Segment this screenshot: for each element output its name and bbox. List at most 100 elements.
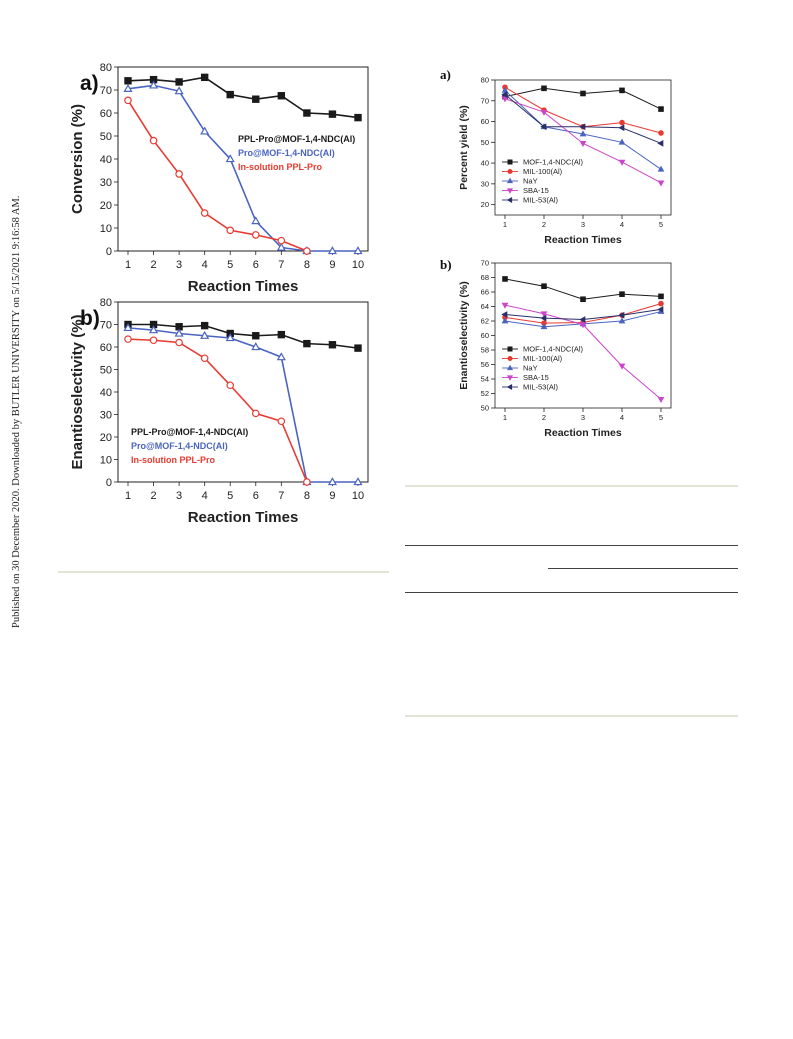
x-tick-label: 2 — [150, 259, 156, 271]
x-tick-label: 1 — [125, 490, 131, 502]
legend-entry: MOF-1,4-NDC(Al) — [523, 345, 583, 354]
data-point — [658, 293, 664, 300]
data-point — [658, 106, 664, 112]
y-tick-label: 66 — [481, 288, 489, 297]
legend-entry: Pro@MOF-1,4-NDC(Al) — [131, 441, 228, 451]
data-point — [540, 109, 548, 116]
data-point — [200, 209, 209, 217]
data-point — [579, 316, 586, 323]
data-point — [124, 77, 132, 85]
x-tick-label: 5 — [227, 259, 233, 271]
data-point — [501, 91, 508, 98]
chart-enantioselectivity-left: 0 10 20 30 40 50 60 70 80 1 2 3 4 5 6 7 8 9 10 Reaction Tim… — [69, 297, 369, 526]
series-line — [504, 278, 662, 300]
y-tick-label: 58 — [481, 346, 489, 355]
data-point — [618, 124, 625, 132]
x-tick-label: 2 — [542, 220, 546, 229]
section-divider — [58, 571, 389, 573]
legend-entry: In-solution PPL-Pro — [131, 455, 215, 465]
data-point — [277, 417, 286, 426]
data-point — [226, 90, 234, 99]
y-axis-title: Enantioselectivity (%) — [69, 314, 86, 469]
legend-marker — [506, 188, 514, 194]
data-point — [327, 246, 337, 255]
legend-entry: MIL-100(Al) — [523, 354, 563, 363]
y-tick-label: 56 — [481, 360, 489, 369]
y-tick-label: 40 — [481, 159, 489, 168]
x-tick-label: 9 — [329, 259, 335, 271]
y-tick-label: 30 — [481, 179, 489, 188]
legend-entry: SBA-15 — [523, 373, 549, 382]
y-tick-label: 80 — [100, 297, 112, 309]
legend-marker — [507, 159, 513, 165]
x-tick-label: 1 — [503, 220, 507, 229]
x-axis-title: Reaction Times — [544, 234, 622, 246]
data-point — [200, 330, 210, 339]
data-point — [619, 291, 625, 297]
data-point — [226, 381, 235, 390]
x-tick-label: 6 — [253, 490, 259, 502]
data-point — [580, 90, 586, 97]
data-point — [200, 321, 209, 330]
data-point — [276, 242, 286, 251]
data-point — [501, 96, 509, 103]
series-line — [127, 76, 359, 119]
data-point — [501, 86, 509, 93]
data-point — [657, 165, 665, 172]
y-axis-title: Enantioselectivity (%) — [458, 281, 470, 390]
table-subheader-rule — [548, 568, 738, 569]
y-tick-label: 50 — [481, 404, 489, 413]
data-point — [251, 342, 261, 351]
x-tick-label: 7 — [278, 490, 284, 502]
data-point — [149, 336, 158, 345]
data-point — [579, 123, 586, 131]
y-tick-label: 40 — [100, 387, 112, 399]
data-point — [277, 92, 286, 100]
data-point — [200, 354, 209, 363]
data-point — [276, 352, 286, 361]
data-point — [124, 96, 132, 105]
y-tick-label: 54 — [481, 375, 489, 384]
chart-enantioselectivity-right: 50 52 54 56 58 60 62 64 66 68 70 1 2 3 4 5 Reaction Time… — [440, 257, 672, 439]
data-point — [149, 80, 159, 89]
data-point — [658, 130, 664, 136]
download-notice: Published on 30 December 2020. Downloade… — [11, 195, 22, 628]
x-tick-label: 1 — [125, 259, 131, 271]
legend-entry: MIL-100(Al) — [523, 167, 563, 176]
data-point — [354, 113, 362, 122]
plot-frame — [117, 66, 369, 252]
y-tick-label: 40 — [100, 154, 112, 166]
y-tick-label: 62 — [481, 317, 489, 326]
y-tick-label: 52 — [481, 389, 489, 398]
data-point — [174, 328, 184, 337]
legend-marker — [507, 169, 513, 174]
x-tick-label: 4 — [202, 490, 208, 502]
chart-conversion: 0 10 20 30 40 50 60 70 80 1 2 3 4 5 6 7 8 9 10 Reaction Tim… — [69, 62, 369, 295]
x-tick-label: 1 — [503, 413, 507, 422]
data-point — [618, 311, 625, 319]
table-header-rule — [405, 545, 738, 546]
data-point — [657, 180, 665, 187]
y-axis-title: Conversion (%) — [69, 104, 86, 214]
x-tick-label: 10 — [352, 259, 364, 271]
plot-frame — [494, 262, 672, 409]
y-tick-label: 10 — [100, 454, 112, 466]
panel-label: a) — [80, 72, 99, 95]
data-point — [174, 86, 184, 95]
y-tick-label: 70 — [100, 319, 112, 331]
x-tick-label: 5 — [659, 413, 663, 422]
data-point — [226, 226, 235, 235]
data-point — [124, 335, 132, 343]
legend-marker — [506, 196, 513, 204]
data-point — [501, 302, 509, 309]
legend-entry: NaY — [523, 177, 538, 186]
data-point — [327, 477, 337, 486]
data-point — [149, 136, 158, 145]
legend-marker — [506, 177, 514, 184]
series-line — [127, 84, 358, 252]
data-point — [277, 330, 286, 339]
y-tick-label: 50 — [100, 364, 112, 376]
x-tick-label: 2 — [150, 490, 156, 502]
table-body-rule — [405, 592, 738, 593]
y-tick-label: 80 — [100, 62, 112, 74]
